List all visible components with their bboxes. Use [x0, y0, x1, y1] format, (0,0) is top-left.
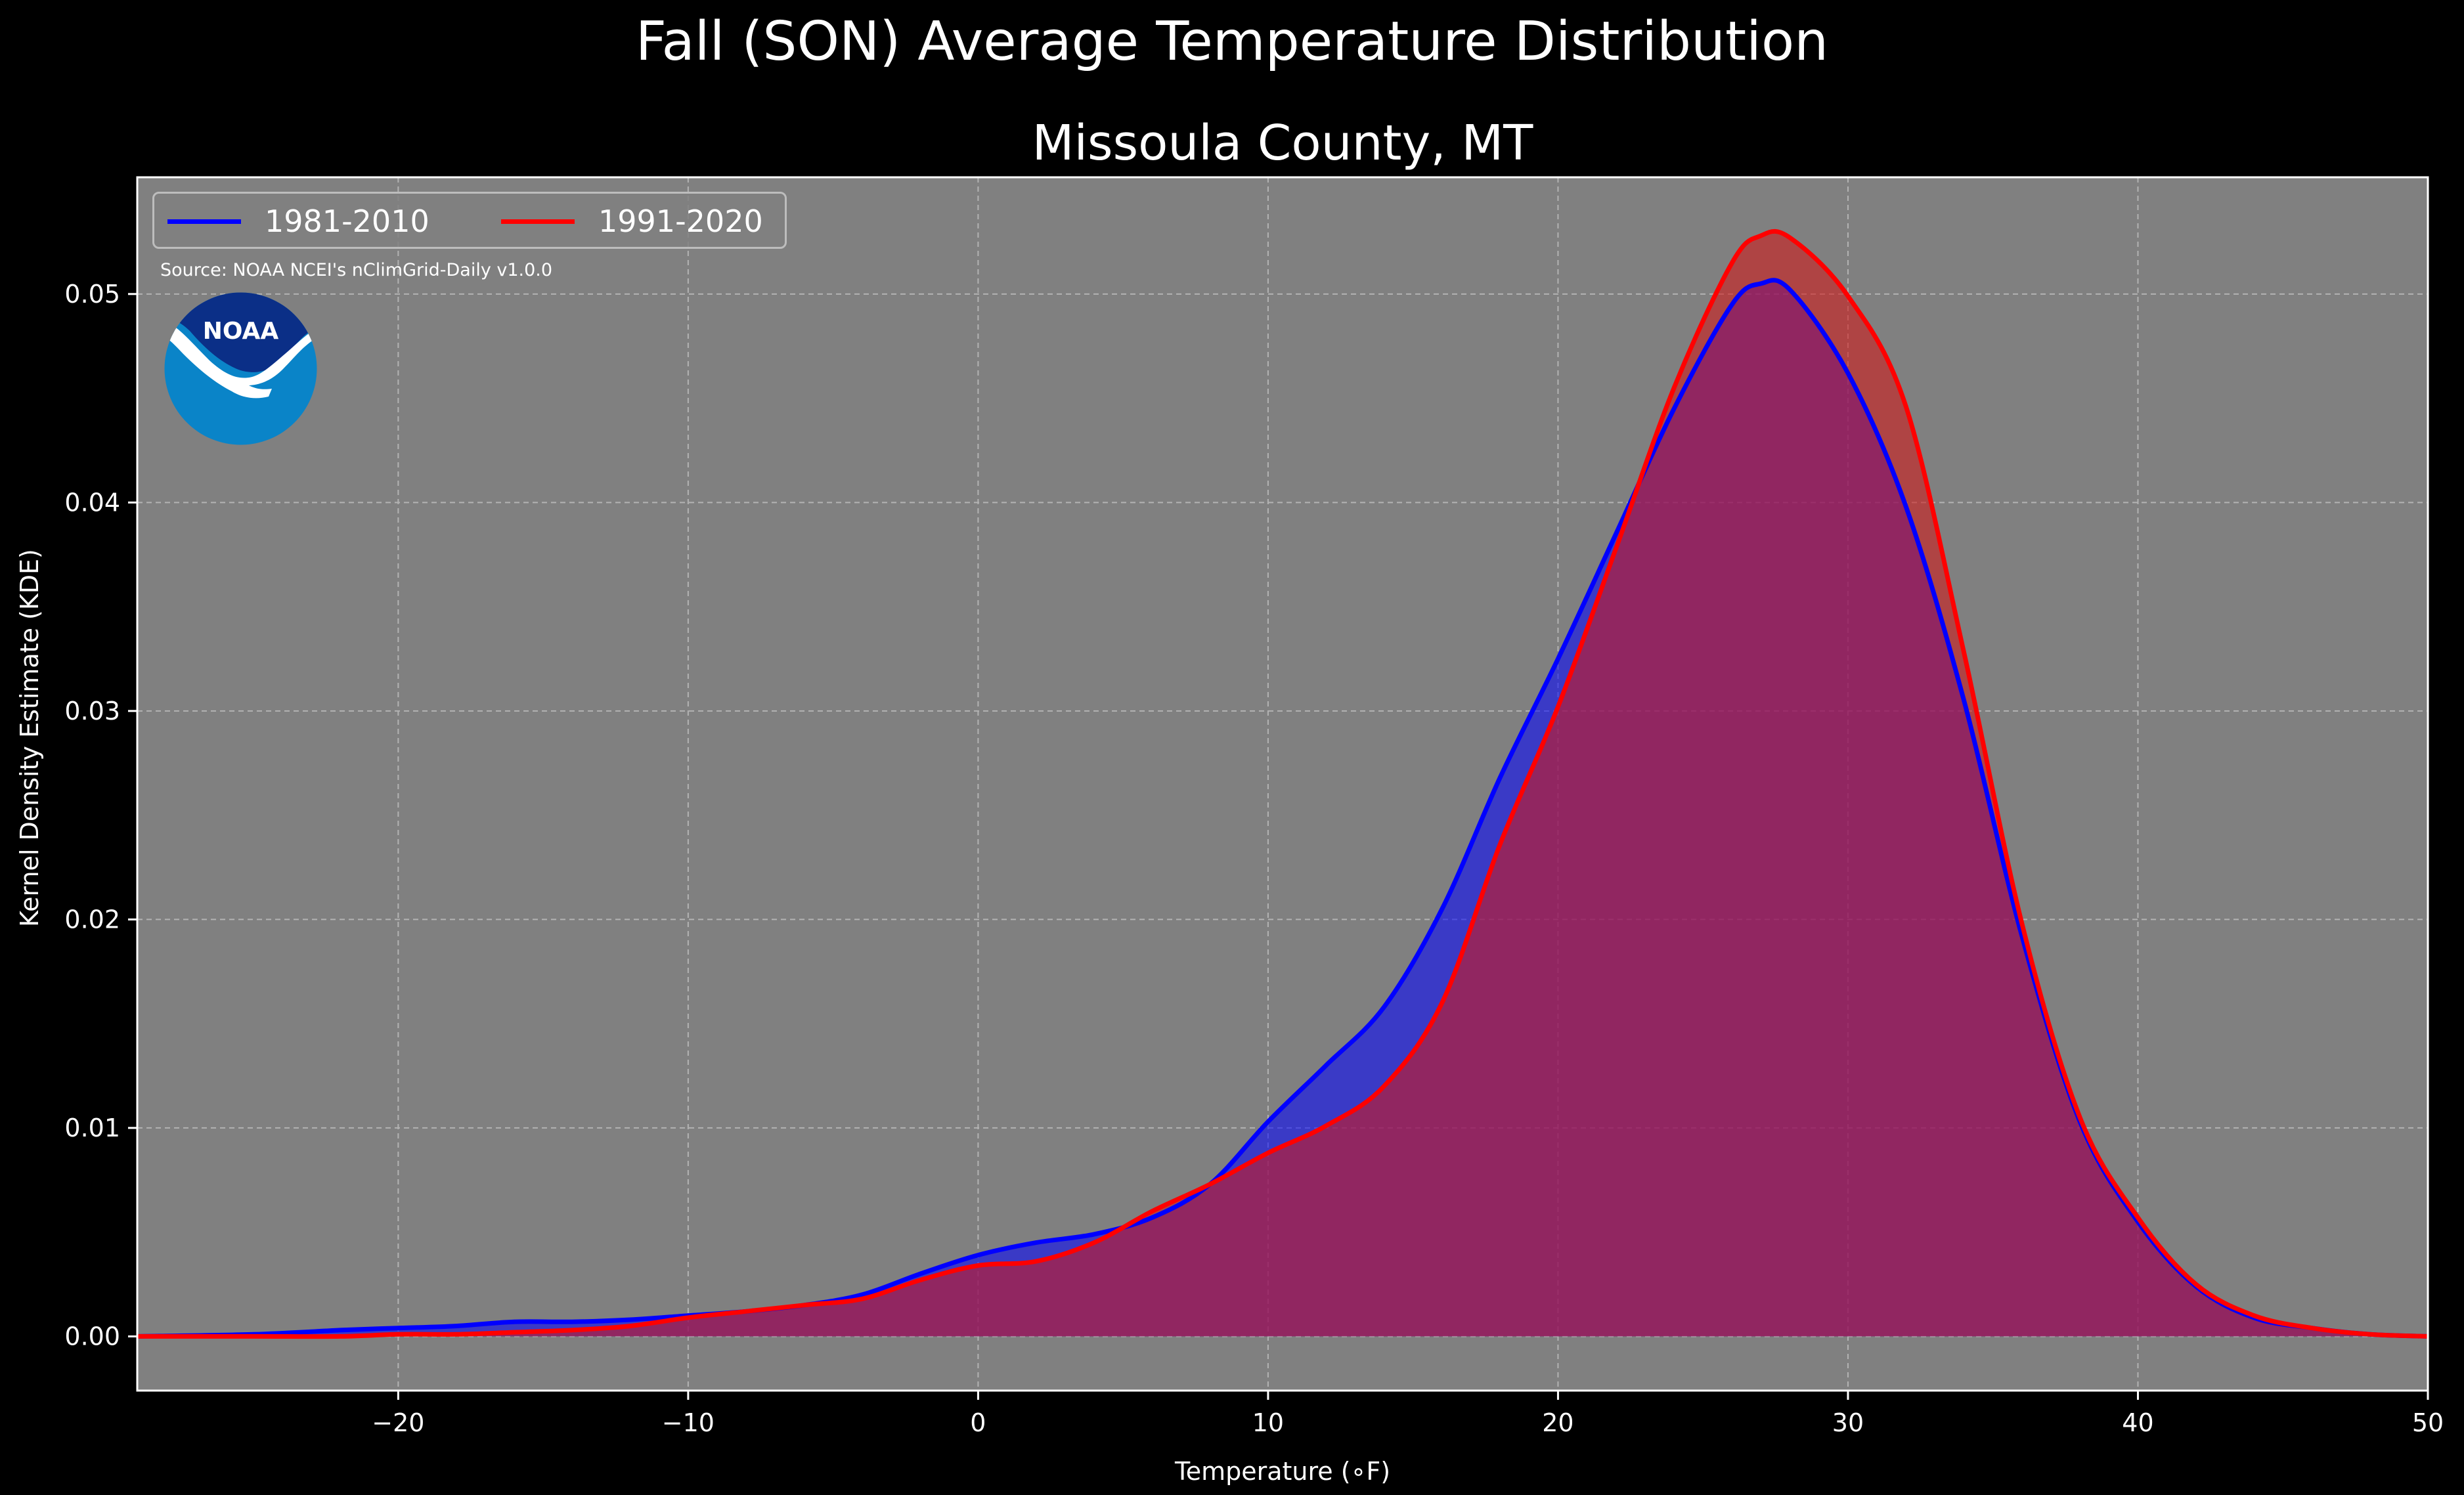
legend-label: 1991-2020 [598, 204, 763, 239]
x-tick-label: −20 [372, 1408, 424, 1437]
y-tick-label: 0.04 [64, 488, 120, 517]
y-axis-ticks: 0.00 0.01 0.02 0.03 0.04 0.05 [64, 280, 137, 1351]
legend-item-1991-2020: 1991-2020 [501, 203, 763, 240]
logo-text: NOAA [203, 318, 279, 345]
series-lines [137, 228, 2429, 1339]
chart-title: Missoula County, MT [1032, 115, 1533, 171]
series-line-1991-2020 [137, 228, 2429, 1339]
y-axis-label: Kernel Density Estimate (KDE) [15, 549, 44, 927]
y-tick-label: 0.02 [64, 905, 120, 934]
x-tick-label: 10 [1252, 1408, 1284, 1437]
figure-suptitle: Fall (SON) Average Temperature Distribut… [635, 11, 1829, 73]
x-tick-label: 50 [2412, 1408, 2444, 1437]
series-fills [137, 231, 2428, 1337]
legend-label: 1981-2010 [265, 204, 429, 239]
legend-swatch-blue [167, 219, 241, 224]
y-tick-label: 0.01 [64, 1114, 120, 1142]
x-tick-label: 20 [1542, 1408, 1573, 1437]
legend-swatch-red [501, 219, 575, 224]
y-tick-label: 0.03 [64, 697, 120, 726]
y-tick-label: 0.05 [64, 280, 120, 309]
x-tick-label: 40 [2122, 1408, 2153, 1437]
x-axis-label: Temperature (∘F) [1174, 1457, 1390, 1486]
x-tick-label: −10 [662, 1408, 715, 1437]
x-tick-label: 30 [1832, 1408, 1864, 1437]
legend: 1981-2010 1991-2020 [152, 192, 787, 249]
y-tick-label: 0.00 [64, 1322, 120, 1351]
series-area-1991-2020 [137, 231, 2428, 1337]
legend-item-1981-2010: 1981-2010 [167, 203, 429, 240]
source-note: Source: NOAA NCEI's nClimGrid-Daily v1.0… [160, 260, 553, 280]
x-axis-ticks: −20 −10 0 10 20 30 40 50 [372, 1391, 2444, 1437]
x-tick-label: 0 [970, 1408, 986, 1437]
plot-frame [136, 176, 2429, 1392]
noaa-logo-icon: NOAA [164, 292, 317, 445]
